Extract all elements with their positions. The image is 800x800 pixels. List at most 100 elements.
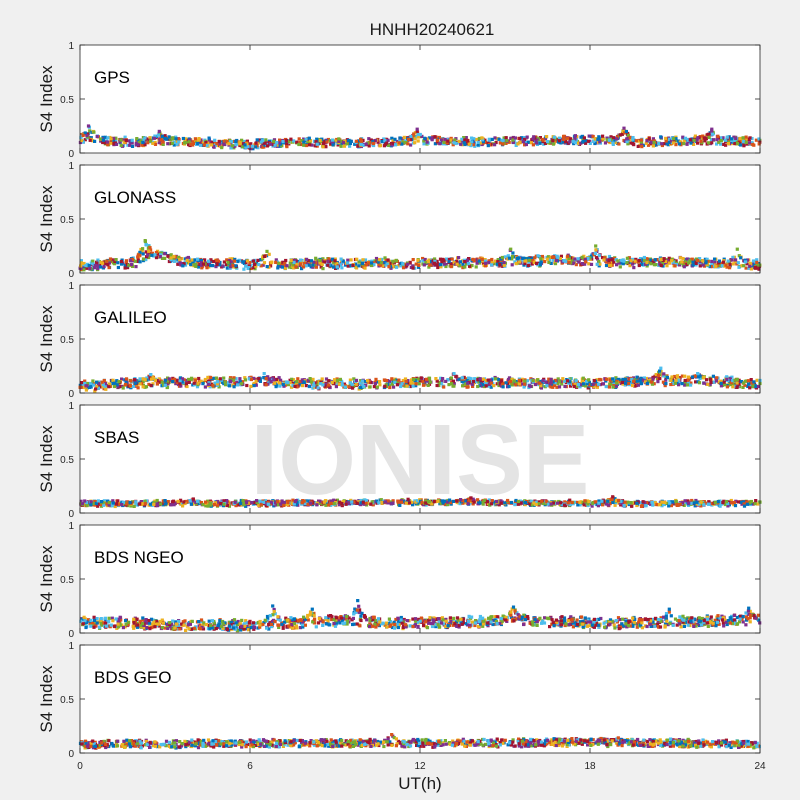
data-point-peak [265,249,269,253]
data-point [277,261,281,265]
data-point [494,140,498,145]
data-point [714,264,718,268]
data-point [465,385,469,389]
data-point [591,382,595,386]
data-point [359,139,363,143]
data-point [580,255,584,259]
data-point [252,376,256,380]
data-point [617,377,621,381]
data-point [85,134,89,138]
data-point [735,381,739,385]
data-point [264,138,268,142]
data-point [727,139,731,143]
data-point [233,382,237,386]
panel-scatter-points [78,366,762,393]
data-point [339,379,343,383]
data-point [593,141,597,146]
data-point [181,136,185,141]
data-point [608,378,612,382]
data-point [159,138,163,142]
data-point [466,139,470,143]
data-point [416,258,420,262]
data-point [95,261,99,265]
data-point [136,253,141,257]
data-point [149,377,154,381]
data-point [321,257,325,261]
data-point [552,255,556,259]
data-point [321,267,325,271]
data-point [101,138,105,142]
data-point [518,136,522,141]
data-point [686,380,690,384]
data-point [477,261,481,265]
data-point [484,380,488,384]
data-point [246,145,250,149]
data-point [284,258,288,263]
data-point [240,138,244,142]
data-point [285,145,289,149]
data-point [672,137,676,141]
data-point [96,382,100,386]
data-point [567,261,571,265]
data-point [254,141,258,145]
data-point [406,262,410,266]
data-point [616,259,620,263]
data-point [580,262,585,266]
data-point [378,380,382,384]
data-point [187,380,191,384]
data-point [405,384,409,388]
data-point [626,381,631,385]
data-point [512,382,516,386]
data-point [126,504,130,508]
data-point [297,142,301,147]
data-point [664,378,668,382]
data-point [132,378,136,382]
data-point [412,382,416,386]
data-point [203,377,207,382]
data-point [207,138,211,142]
data-point [91,259,95,263]
data-point [471,379,476,384]
data-point [256,146,260,150]
data-point [570,259,574,263]
data-point [411,266,415,270]
data-point [401,499,405,503]
data-point [688,259,692,263]
data-point [674,143,678,147]
data-point-peak [659,366,663,370]
data-point [719,139,724,143]
data-point [500,383,505,387]
data-point [457,500,461,504]
data-point [474,380,479,384]
data-point [447,383,451,387]
data-point [316,386,320,390]
data-point [500,255,504,260]
data-point [178,261,182,265]
data-point [460,137,464,141]
data-point [478,259,482,263]
data-point [359,379,363,383]
data-point [574,384,579,388]
data-point [426,383,430,387]
data-point [620,132,624,136]
data-point [444,379,448,383]
data-point [234,377,238,381]
data-point [632,376,636,380]
data-point [186,377,191,381]
data-point [89,381,93,386]
data-point [129,504,133,508]
data-point [739,143,743,147]
data-point [215,143,219,148]
data-point [88,129,92,133]
data-point [613,379,617,383]
data-point [636,383,640,387]
data-point [345,142,349,146]
data-point [459,142,463,146]
data-point [463,260,467,264]
data-point [583,262,587,266]
data-point [388,379,392,383]
data-point [175,142,179,146]
data-point [599,502,603,506]
data-point [516,142,520,146]
